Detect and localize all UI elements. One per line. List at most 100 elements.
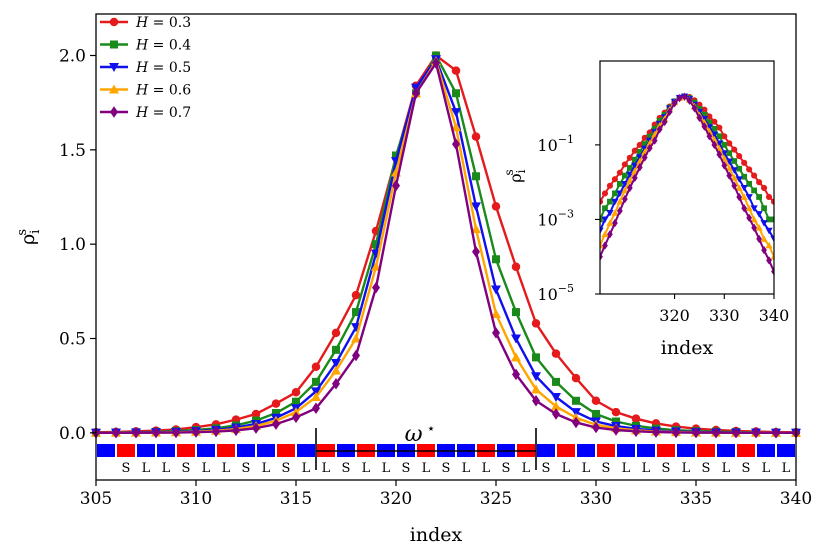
data-point	[711, 118, 718, 125]
data-point	[631, 156, 638, 163]
data-point	[572, 396, 580, 405]
data-point	[760, 235, 768, 242]
sequence-letter: S	[282, 461, 291, 476]
data-point	[626, 154, 633, 161]
x-tick-label: 305	[80, 489, 112, 509]
data-point	[720, 150, 728, 157]
sequence-letter: L	[482, 461, 491, 476]
data-point	[631, 147, 638, 154]
data-point	[511, 334, 521, 344]
data-point	[611, 209, 619, 216]
y-tick-label: 0.5	[59, 330, 86, 350]
sequence-letter: L	[622, 461, 631, 476]
data-point	[706, 119, 713, 126]
data-point	[666, 107, 673, 116]
sequence-tile	[697, 444, 715, 457]
data-point	[606, 219, 614, 226]
data-point	[621, 172, 628, 179]
data-point	[760, 220, 768, 227]
data-point	[731, 181, 738, 190]
sequence-tile	[177, 444, 195, 457]
sequence-tile	[257, 444, 275, 457]
sequence-tile	[197, 444, 215, 457]
data-point	[272, 418, 280, 430]
data-point	[471, 132, 481, 141]
sequence-letter: S	[122, 461, 131, 476]
data-point	[692, 426, 700, 439]
sequence-letter: L	[302, 461, 311, 476]
data-point	[766, 216, 772, 223]
data-point	[732, 427, 740, 439]
data-point	[652, 426, 660, 438]
sequence-letter: L	[362, 461, 371, 476]
data-point	[681, 92, 688, 101]
data-point	[731, 146, 738, 153]
data-point	[626, 177, 634, 184]
data-point	[721, 142, 728, 148]
sequence-tile	[757, 444, 775, 457]
data-point	[651, 125, 658, 132]
inset-frame	[599, 60, 775, 295]
data-point	[612, 417, 620, 426]
data-point	[765, 227, 773, 235]
x-tick-label: 310	[180, 489, 212, 509]
data-point	[471, 224, 481, 234]
legend-label: H = 0.5	[135, 60, 191, 76]
data-point	[451, 66, 461, 75]
data-point	[711, 140, 718, 150]
data-point	[331, 328, 341, 338]
sequence-tile	[617, 444, 635, 457]
data-point	[761, 205, 767, 212]
y-tick-label: 2.0	[59, 47, 86, 67]
data-point	[617, 206, 623, 215]
data-point	[741, 173, 748, 180]
data-point	[331, 359, 341, 369]
data-point	[756, 194, 762, 200]
data-point	[531, 319, 541, 328]
sequence-letter: S	[702, 461, 711, 476]
data-point	[705, 124, 713, 131]
data-point	[372, 281, 380, 294]
data-point	[631, 173, 638, 183]
data-point	[552, 408, 560, 420]
data-point	[736, 165, 743, 172]
data-point	[636, 163, 643, 172]
sequence-tile	[677, 444, 695, 457]
data-point	[636, 141, 643, 148]
legend-label: H = 0.4	[135, 38, 191, 54]
inset-series-group	[600, 92, 774, 276]
sequence-letter: L	[262, 461, 271, 476]
y-tick-label: 1.0	[59, 235, 86, 255]
y-axis-label: ρis	[15, 229, 43, 245]
sequence-tile	[717, 444, 735, 457]
data-point	[611, 407, 621, 417]
y-tick-label: 0.0	[59, 424, 86, 444]
inset-plot: 320 330 340 10−1 10−3 10−5 index ρis	[502, 60, 789, 359]
data-point	[492, 255, 500, 264]
data-point	[621, 180, 629, 188]
data-point	[711, 125, 718, 132]
data-point	[716, 124, 723, 131]
data-point	[602, 241, 608, 250]
data-point	[770, 253, 774, 260]
inset-x-axis-label: index	[661, 337, 714, 359]
data-point	[531, 384, 541, 394]
data-point	[452, 138, 460, 150]
sequence-letter: L	[642, 461, 651, 476]
sequence-tile	[597, 444, 615, 457]
data-point	[756, 234, 762, 244]
inset-x-tick-label: 330	[709, 306, 740, 325]
data-point	[452, 89, 460, 98]
legend-label: H = 0.7	[135, 105, 191, 121]
data-point	[512, 368, 520, 381]
sequence-letter: L	[162, 461, 171, 476]
data-point	[701, 106, 708, 113]
data-point	[641, 153, 648, 162]
data-point	[352, 308, 360, 317]
sequence-tile	[557, 444, 575, 457]
data-point	[311, 391, 321, 401]
data-point	[332, 345, 340, 354]
data-point	[752, 427, 760, 439]
data-point	[291, 407, 301, 417]
